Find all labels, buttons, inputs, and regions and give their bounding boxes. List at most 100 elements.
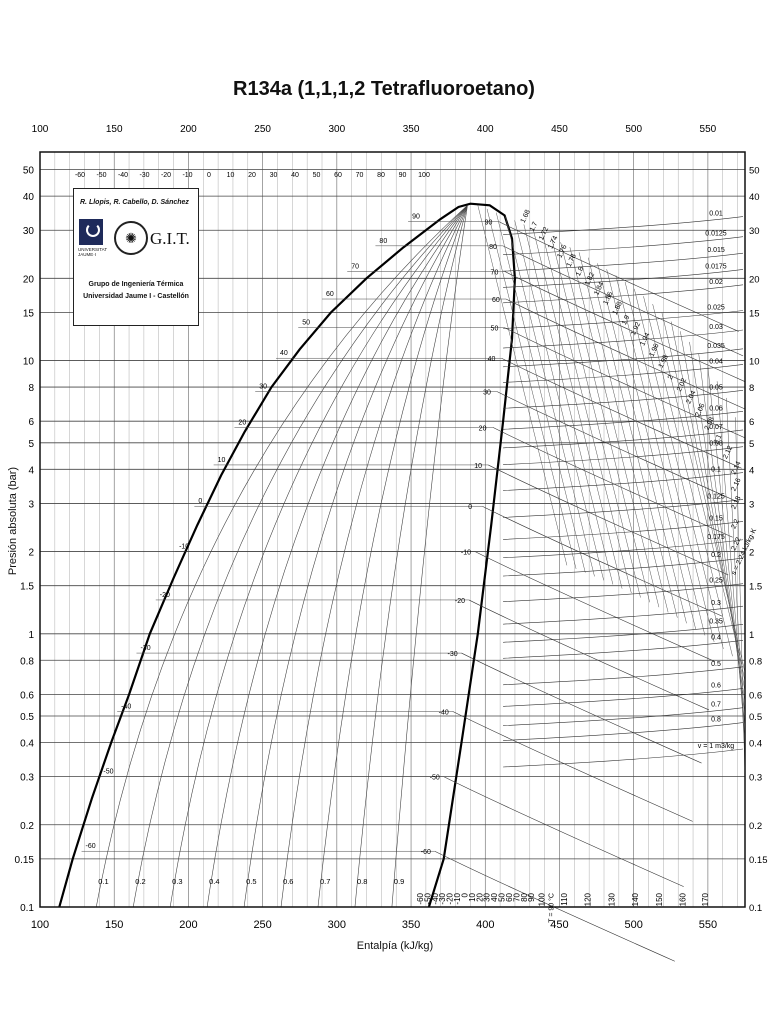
- isotherm-vapor: [482, 505, 723, 617]
- x-tick-label-bottom: 150: [105, 919, 123, 931]
- isochore: [503, 411, 744, 430]
- bottom-temperature-label: 110: [560, 892, 569, 905]
- specific-volume-label: 0.1: [711, 467, 721, 474]
- x-tick-label-bottom: 350: [402, 919, 420, 931]
- specific-volume-label: 0.125: [707, 493, 725, 500]
- x-axis-label: Entalpía (kJ/kg): [356, 940, 434, 952]
- specific-volume-label: 0.0125: [705, 231, 727, 238]
- quality-line: [317, 205, 468, 908]
- bottom-temperature-label: -40: [431, 892, 440, 904]
- isentrope: [624, 281, 715, 643]
- x-tick-label-top: 400: [477, 124, 494, 135]
- isochore: [503, 310, 744, 329]
- isochore: [503, 429, 744, 449]
- quality-label: 0.3: [172, 877, 182, 886]
- x-tick-label-top: 500: [625, 124, 642, 135]
- isochore: [503, 446, 744, 466]
- y-tick-label-right: 0.1: [749, 903, 762, 914]
- y-tick-label-right: 40: [749, 192, 760, 203]
- liquid-temperature-label: -50: [103, 769, 113, 776]
- isentrope: [569, 247, 660, 608]
- isentrope: [652, 304, 742, 665]
- y-tick-label-right: 4: [749, 465, 754, 476]
- specific-volume-label: 0.02: [709, 279, 723, 286]
- bottom-temperature-label: -20: [446, 892, 455, 904]
- entropy-label: 2.18: [730, 495, 742, 510]
- isentrope: [643, 296, 733, 657]
- isochore: [503, 284, 744, 304]
- specific-volume-label: 0.03: [709, 324, 723, 331]
- isotherm-vapor: [498, 221, 739, 332]
- y-tick-label-left: 10: [23, 357, 35, 368]
- isotherm-vapor: [504, 327, 745, 438]
- isentrope: [588, 257, 678, 618]
- x-tick-label-bottom: 300: [328, 919, 346, 931]
- x-tick-label-top: 100: [32, 124, 49, 135]
- bottom-temperature-label: 10: [468, 892, 477, 901]
- entropy-label: 1.96: [649, 343, 661, 358]
- entropy-label: 1.68: [520, 209, 532, 224]
- entropy-label: 1.74: [547, 235, 559, 250]
- logo-emblem-text: G.I.T.: [150, 229, 190, 248]
- vapor-temperature-label: 20: [479, 425, 487, 432]
- vapor-temperature-label: 80: [489, 244, 497, 251]
- top-temperature-label: 90: [399, 172, 407, 179]
- y-tick-label-right: 0.8: [749, 656, 762, 667]
- x-tick-label-bottom: 400: [476, 919, 494, 931]
- specific-volume-label: 0.4: [711, 634, 721, 641]
- entropy-label: 1.78: [566, 253, 578, 268]
- quality-line: [95, 205, 468, 908]
- plot-frame: [39, 151, 746, 908]
- entropy-label: 1.92: [630, 321, 642, 336]
- y-tick-label-left: 3: [28, 499, 34, 510]
- quality-label: 0.6: [283, 877, 293, 886]
- isochore: [503, 722, 744, 741]
- top-temperature-label: -30: [139, 172, 149, 179]
- y-tick-label-right: 0.5: [749, 712, 762, 723]
- top-temperature-label: 100: [418, 172, 430, 179]
- saturation-dome: [58, 202, 517, 908]
- top-temperature-label: 60: [334, 172, 342, 179]
- entropy-label: 2.02: [676, 377, 688, 392]
- liquid-temperature-label: -60: [86, 843, 96, 850]
- isochore: [503, 583, 744, 603]
- y-tick-label-left: 6: [28, 417, 34, 428]
- y-tick-label-left: 20: [23, 274, 35, 285]
- specific-volume-label: 0.3: [711, 600, 721, 607]
- x-tick-label-top: 550: [700, 124, 717, 135]
- specific-volume-label: 0.25: [709, 578, 723, 585]
- specific-volume-label: 0.05: [709, 384, 723, 391]
- isentrope: [597, 263, 687, 624]
- vapor-temperature-label: 0: [468, 504, 472, 511]
- specific-volume-label: 0.07: [709, 424, 723, 431]
- logo-authors: R. Llopis, R. Cabello, D. Sánchez: [80, 199, 189, 206]
- isochore: [503, 236, 744, 256]
- x-tick-label-bottom: 450: [550, 919, 568, 931]
- y-tick-label-left: 30: [23, 226, 35, 237]
- y-tick-label-left: 0.4: [20, 739, 34, 750]
- bottom-temperature-label: -50: [423, 892, 432, 904]
- entropy-label: 2.1: [713, 433, 724, 445]
- liquid-temperature-label: 10: [218, 457, 226, 464]
- vapor-temperature-label: 30: [483, 390, 491, 397]
- isochore: [503, 707, 744, 726]
- isentrope: [707, 366, 746, 727]
- isotherm-vapor: [505, 298, 746, 410]
- top-temperature-label: 20: [248, 172, 256, 179]
- isochore: [503, 557, 744, 577]
- top-temperature-label: -20: [161, 172, 171, 179]
- bottom-temperature-label: 60: [505, 892, 514, 901]
- x-tick-label-bottom: 100: [31, 919, 49, 931]
- vapor-temperature-label: 70: [491, 269, 499, 276]
- isentrope: [514, 220, 604, 581]
- y-tick-label-left: 50: [23, 166, 35, 177]
- y-tick-label-right: 0.4: [749, 739, 762, 750]
- y-tick-label-left: 15: [23, 308, 35, 319]
- isotherm-vapor: [474, 551, 715, 662]
- bottom-temperature-label: -30: [438, 892, 447, 904]
- y-tick-label-right: 0.3: [749, 773, 762, 784]
- git-emblem-icon: ✺: [114, 221, 148, 255]
- liquid-temperature-label: 50: [302, 320, 310, 327]
- quality-label: 0.7: [320, 877, 330, 886]
- y-tick-label-left: 1.5: [20, 582, 34, 593]
